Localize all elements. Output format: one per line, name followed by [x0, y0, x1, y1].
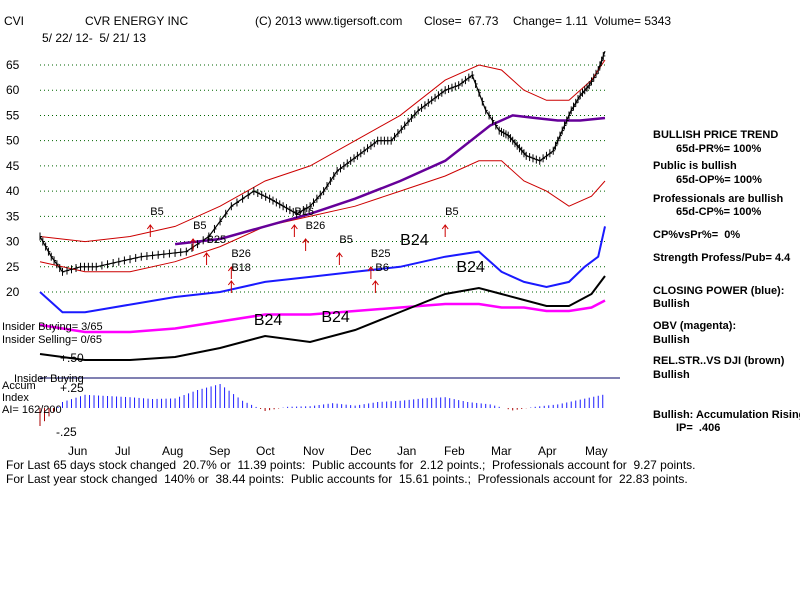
series-50-day-ma [174, 114, 606, 246]
x-tick-label: Sep [209, 444, 231, 458]
series-closing-power [39, 226, 606, 314]
signal-label-b25: B25 [371, 248, 391, 260]
series-obv [39, 299, 606, 334]
x-tick-label: Oct [256, 444, 275, 458]
signal-arrow [290, 224, 298, 237]
signal-label-b5: B5 [339, 234, 352, 246]
ip-value: IP= .406 [676, 422, 721, 434]
series-upper-band [39, 59, 606, 243]
accum-label-left: Accum [2, 380, 36, 392]
signal-label-b26: B26 [231, 248, 251, 260]
signal-arrow [335, 252, 343, 265]
y-tick-label: 50 [6, 134, 20, 148]
cpvspr-value: CP%vsPr%= 0% [653, 229, 741, 241]
signal-arrow [371, 280, 379, 293]
y-axis-ticks: 65 60 55 50 45 40 35 30 25 20 [6, 58, 20, 299]
series-rel-strength-vs-dji [39, 275, 606, 361]
strength-value: Strength Profess/Pub= 4.4 [653, 252, 791, 264]
signal-label-b24: B24 [321, 309, 350, 326]
copyright: (C) 2013 www.tigersoft.com [255, 14, 403, 28]
y-tick-label: 35 [6, 209, 20, 223]
signal-label-b5: B5 [193, 220, 206, 232]
y-tick-label: 40 [6, 184, 20, 198]
signal-label-b16: B16 [294, 206, 314, 218]
op-value: 65d-OP%= 100% [676, 174, 762, 186]
y-tick-label: 60 [6, 83, 20, 97]
x-tick-label: Jun [68, 444, 87, 458]
insider-selling: Insider Selling= 0/65 [2, 334, 102, 346]
x-tick-label: Jan [397, 444, 416, 458]
x-tick-label: May [585, 444, 608, 458]
x-axis-ticks: Jun Jul Aug Sep Oct Nov Dec Jan Feb Mar Apr May [68, 444, 608, 458]
ai-value: AI= 162/200 [2, 404, 62, 416]
signal-arrow [441, 224, 449, 237]
signal-arrow [203, 252, 210, 265]
y-tick-label: 20 [6, 285, 20, 299]
signal-label-b18: B18 [231, 262, 251, 274]
y-tick-label: 25 [6, 260, 20, 274]
accum-tick-label: -.25 [56, 425, 77, 439]
signal-label-b6: B6 [375, 262, 388, 274]
signal-label-b25: B25 [207, 234, 227, 246]
x-tick-label: Feb [444, 444, 465, 458]
x-tick-label: Aug [162, 444, 183, 458]
signal-arrow [302, 238, 310, 251]
signal-arrow [227, 266, 235, 279]
x-tick-label: Nov [303, 444, 324, 458]
obv-state: Bullish [653, 334, 690, 346]
signal-arrow [227, 280, 235, 293]
y-tick-label: 30 [6, 235, 20, 249]
signal-label-b24: B24 [400, 232, 429, 249]
change-value: Change= 1.11 [513, 14, 588, 28]
pr-value: 65d-PR%= 100% [676, 143, 762, 155]
y-tick-label: 65 [6, 58, 20, 72]
series-close [39, 50, 606, 273]
price-series [39, 50, 606, 361]
trend-label: BULLISH PRICE TREND [653, 129, 779, 141]
insider-buying-2: Insider Buying [14, 373, 84, 385]
signal-label-b5: B5 [445, 206, 458, 218]
obv-label: OBV (magenta): [653, 320, 737, 332]
x-tick-label: Dec [350, 444, 371, 458]
cp-value: 65d-CP%= 100% [676, 206, 762, 218]
close-value: Close= 67.73 [424, 14, 499, 28]
volume-value: Volume= 5343 [594, 14, 672, 28]
summary-year: For Last year stock changed 140% or 38.4… [6, 472, 688, 486]
closing-power-state: Bullish [653, 298, 690, 310]
x-tick-label: Mar [491, 444, 512, 458]
x-tick-label: Jul [115, 444, 130, 458]
y-tick-label: 45 [6, 159, 20, 173]
prof-label: Professionals are bullish [653, 193, 784, 205]
signal-label-b24: B24 [456, 259, 485, 276]
signal-label-b24: B24 [254, 312, 283, 329]
signal-arrow [146, 224, 154, 237]
summary-65d: For Last 65 days stock changed 20.7% or … [6, 458, 696, 472]
public-label: Public is bullish [653, 160, 737, 172]
accum-label: Bullish: Accumulation Rising [653, 409, 800, 421]
accum-tick-label: +.25 [60, 381, 84, 395]
signal-arrow [367, 266, 375, 279]
date-range: 5/ 22/ 12- 5/ 21/ 13 [42, 31, 147, 45]
x-tick-label: Apr [538, 444, 557, 458]
signal-arrow [189, 238, 197, 251]
company-name: CVR ENERGY INC [85, 14, 189, 28]
signal-label-b5: B5 [150, 206, 163, 218]
y-tick-label: 55 [6, 108, 20, 122]
insider-buying: Insider Buying= 3/65 [2, 321, 103, 333]
series-lower-band [39, 160, 606, 273]
accum-zero-line: +.50+.25-.25 [40, 351, 620, 439]
relstr-label: REL.STR..VS DJI (brown) [653, 355, 785, 367]
index-label: Index [2, 392, 29, 404]
closing-power-label: CLOSING POWER (blue): [653, 285, 785, 297]
ticker: CVI [4, 14, 25, 28]
relstr-state: Bullish [653, 369, 690, 381]
accum-index-bars [39, 384, 604, 426]
signal-label-b26: B26 [306, 220, 326, 232]
